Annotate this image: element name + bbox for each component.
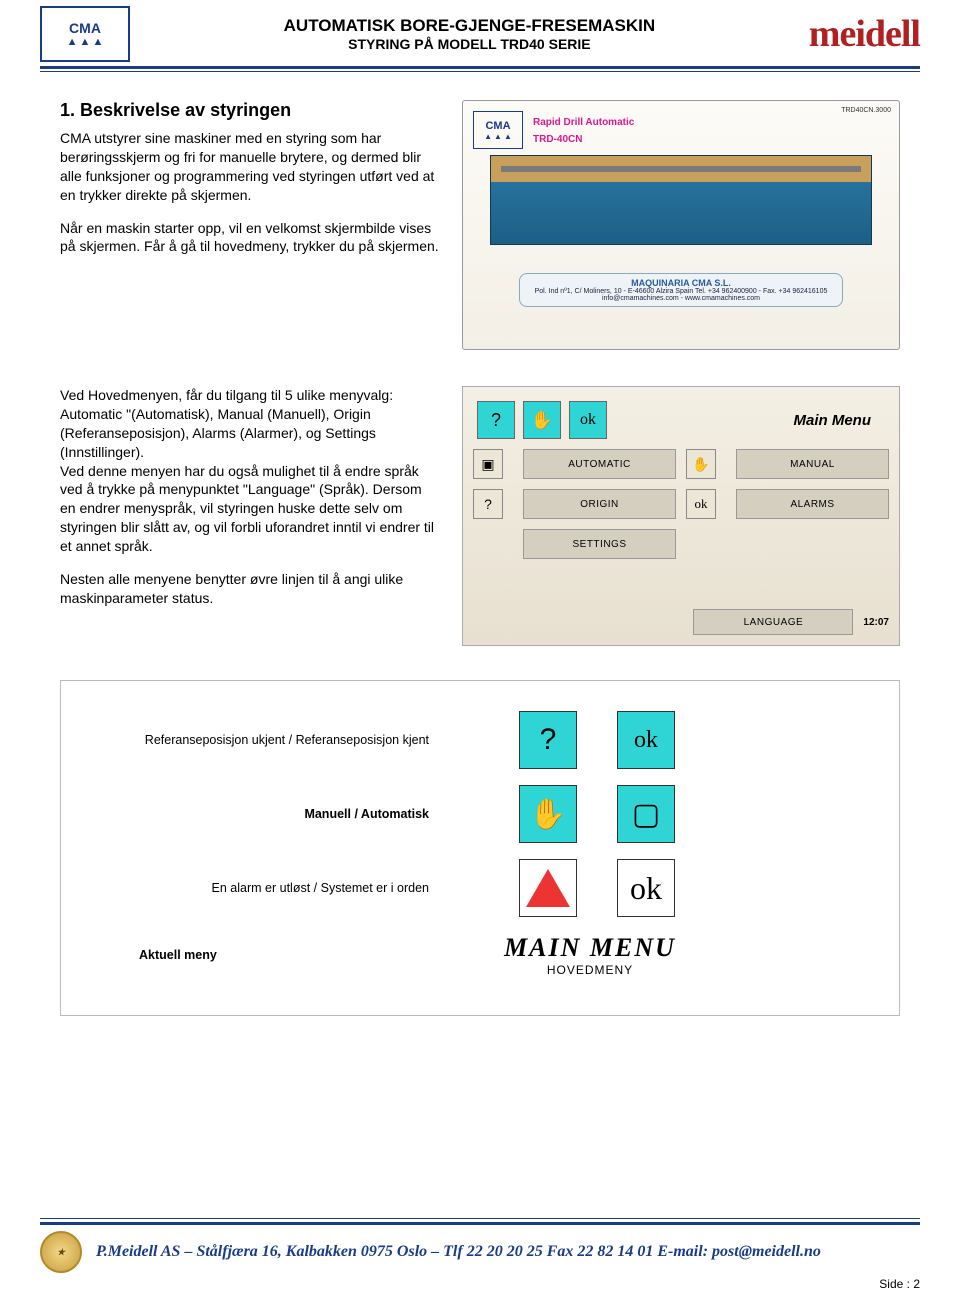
page-number: Side : 2 — [40, 1277, 920, 1291]
automatic-icon[interactable]: ▣ — [473, 449, 503, 479]
rapid-line1: Rapid Drill Automatic — [533, 117, 634, 128]
alarms-button[interactable]: ALARMS — [736, 489, 889, 519]
origin-button[interactable]: ORIGIN — [523, 489, 676, 519]
machine-model-label: TRD40CN.3000 — [841, 107, 891, 114]
menu-bottom-strip: LANGUAGE 12:07 — [473, 609, 889, 635]
main-menu-title: Main Menu — [794, 412, 890, 429]
cma-logo-text: CMA — [69, 20, 101, 36]
page-header: CMA ▲▲▲ AUTOMATISK BORE-GJENGE-FRESEMASK… — [0, 0, 960, 62]
system-ok-icon: ok — [617, 859, 675, 917]
status-icons-alarm: ok — [519, 859, 675, 917]
plate-title: MAQUINARIA CMA S.L. — [526, 278, 836, 288]
current-menu-subtitle: HOVEDMENY — [299, 963, 881, 977]
status-table: Referanseposisjon ukjent / Referanseposi… — [60, 680, 900, 1016]
section-2-para-2: Ved denne menyen har du også mulighet ti… — [60, 462, 440, 556]
section-1-para-2: Når en maskin starter opp, vil en velkom… — [60, 219, 440, 257]
footer-rule-thin — [40, 1218, 920, 1219]
page-footer: ★ P.Meidell AS – Stålfjæra 16, Kalbakken… — [0, 1218, 960, 1301]
header-rule-thick — [40, 66, 920, 69]
company-plate: MAQUINARIA CMA S.L. Pol. Ind nº1, C/ Mol… — [519, 273, 843, 307]
status-row-reference: Referanseposisjon ukjent / Referanseposi… — [79, 711, 881, 769]
machine-card-top: CMA ▲▲▲ Rapid Drill Automatic TRD-40CN T… — [473, 111, 889, 149]
reference-known-icon: ok — [617, 711, 675, 769]
mini-cma-text: CMA — [485, 120, 510, 132]
main-menu-screenshot: ? ✋ ok Main Menu ▣ AUTOMATIC ✋ MANUAL ? … — [462, 386, 900, 646]
section-1-para-1: CMA utstyrer sine maskiner med en styrin… — [60, 129, 440, 205]
status-row-alarm: En alarm er utløst / Systemet er i orden… — [79, 859, 881, 917]
alarm-triggered-icon — [519, 859, 577, 917]
manual-mode-icon: ✋ — [519, 785, 577, 843]
meidell-logo: meidell — [809, 12, 920, 56]
mini-cma-triangles: ▲▲▲ — [484, 132, 512, 141]
row-description: 1. Beskrivelse av styringen CMA utstyrer… — [60, 100, 900, 350]
reference-unknown-icon: ? — [519, 711, 577, 769]
status-label-mode: Manuell / Automatisk — [79, 807, 459, 821]
machine-illustration — [490, 155, 873, 245]
question-icon[interactable]: ? — [477, 401, 515, 439]
mini-cma-logo: CMA ▲▲▲ — [473, 111, 523, 149]
header-title-line1: AUTOMATISK BORE-GJENGE-FRESEMASKIN — [130, 16, 809, 36]
footer-rule-thick — [40, 1222, 920, 1225]
status-row-current-menu: Aktuell meny MAIN MENU HOVEDMENY — [79, 933, 881, 977]
hand-icon[interactable]: ✋ — [523, 401, 561, 439]
current-menu-display: MAIN MENU HOVEDMENY — [299, 933, 881, 977]
language-button[interactable]: LANGUAGE — [693, 609, 853, 635]
menu-text-column: Ved Hovedmenyen, får du tilgang til 5 ul… — [60, 386, 440, 646]
automatic-button[interactable]: AUTOMATIC — [523, 449, 676, 479]
status-icons-mode: ✋ ▢ — [519, 785, 675, 843]
manual-button[interactable]: MANUAL — [736, 449, 889, 479]
machine-rail — [501, 166, 862, 172]
status-row-mode: Manuell / Automatisk ✋ ▢ — [79, 785, 881, 843]
menu-clock: 12:07 — [863, 617, 889, 628]
menu-top-strip: ? ✋ ok Main Menu — [473, 397, 889, 443]
section-2-para-3: Nesten alle menyene benytter øvre linjen… — [60, 570, 440, 608]
cma-logo: CMA ▲▲▲ — [40, 6, 130, 62]
footer-seal-icon: ★ — [40, 1231, 82, 1273]
rapid-line2: TRD-40CN — [533, 134, 634, 145]
plate-text: Pol. Ind nº1, C/ Moliners, 10 - E-46600 … — [526, 288, 836, 302]
status-label-reference: Referanseposisjon ukjent / Referanseposi… — [79, 733, 459, 747]
menu-grid: ▣ AUTOMATIC ✋ MANUAL ? ORIGIN ok ALARMS … — [473, 449, 889, 559]
content-area: 1. Beskrivelse av styringen CMA utstyrer… — [0, 72, 960, 646]
alarms-ok-icon[interactable]: ok — [686, 489, 716, 519]
footer-text: P.Meidell AS – Stålfjæra 16, Kalbakken 0… — [96, 1243, 821, 1261]
section-1-heading: 1. Beskrivelse av styringen — [60, 100, 440, 121]
section-2-para-1: Ved Hovedmenyen, får du tilgang til 5 ul… — [60, 386, 440, 462]
settings-button[interactable]: SETTINGS — [523, 529, 676, 559]
description-text-column: 1. Beskrivelse av styringen CMA utstyrer… — [60, 100, 440, 350]
status-label-alarm: En alarm er utløst / Systemet er i orden — [79, 881, 459, 895]
status-label-current-menu: Aktuell meny — [79, 948, 299, 962]
cma-logo-triangles: ▲▲▲ — [67, 36, 104, 48]
manual-icon[interactable]: ✋ — [686, 449, 716, 479]
rapid-label: Rapid Drill Automatic TRD-40CN — [533, 111, 634, 145]
header-title-line2: STYRING PÅ MODELL TRD40 SERIE — [130, 36, 809, 52]
header-title: AUTOMATISK BORE-GJENGE-FRESEMASKIN STYRI… — [130, 16, 809, 52]
automatic-mode-icon: ▢ — [617, 785, 675, 843]
ok-icon[interactable]: ok — [569, 401, 607, 439]
row-main-menu: Ved Hovedmenyen, får du tilgang til 5 ul… — [60, 386, 900, 646]
origin-icon[interactable]: ? — [473, 489, 503, 519]
footer-line: ★ P.Meidell AS – Stålfjæra 16, Kalbakken… — [40, 1231, 920, 1273]
current-menu-title: MAIN MENU — [299, 933, 881, 963]
welcome-screen-illustration: CMA ▲▲▲ Rapid Drill Automatic TRD-40CN T… — [462, 100, 900, 350]
status-icons-reference: ? ok — [519, 711, 675, 769]
